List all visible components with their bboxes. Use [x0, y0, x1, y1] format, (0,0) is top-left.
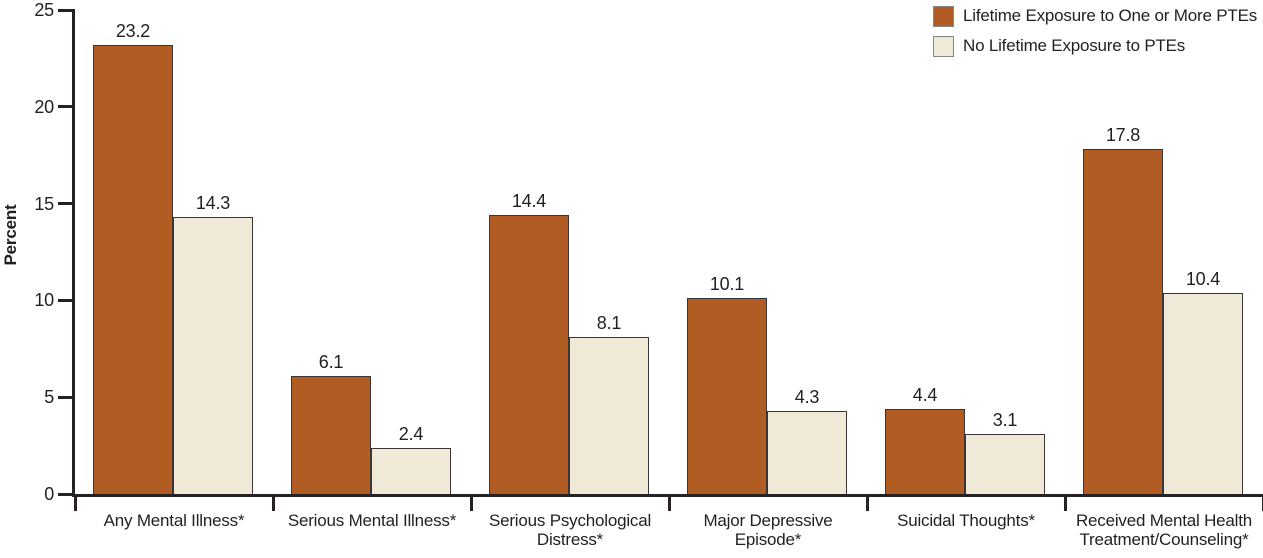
bar-value-label: 4.4: [912, 384, 938, 405]
y-tick: [58, 492, 75, 496]
x-tick: [1261, 494, 1263, 511]
x-tick: [73, 494, 77, 511]
bar: [291, 375, 371, 494]
bar: [1083, 149, 1163, 494]
bar-value-label: 17.8: [1105, 125, 1141, 146]
x-category-label: Received Mental Health Treatment/Counsel…: [1075, 511, 1253, 549]
bar: [885, 408, 965, 494]
x-category-label: Serious Psychological Distress*: [488, 511, 652, 549]
y-tick-label: 15: [34, 193, 54, 214]
y-tick-label: 5: [44, 387, 54, 408]
y-tick: [58, 298, 75, 302]
x-tick: [667, 494, 671, 511]
x-tick: [271, 494, 275, 511]
legend-swatch-lifetime-exposure: [933, 5, 954, 27]
bar-value-label: 23.2: [115, 20, 151, 41]
bar-value-label: 6.1: [318, 351, 344, 372]
y-tick-label: 0: [44, 484, 54, 504]
y-tick: [58, 395, 75, 399]
bar: [173, 217, 253, 494]
bar: [767, 410, 847, 494]
bar: [1163, 292, 1243, 494]
x-tick: [865, 494, 869, 511]
legend-label-no-exposure: No Lifetime Exposure to PTEs: [963, 36, 1186, 55]
bar: [93, 44, 173, 494]
y-tick-label: 10: [34, 290, 54, 311]
legend-item-no-exposure: No Lifetime Exposure to PTEs: [933, 35, 1257, 57]
y-axis-line: [72, 10, 75, 497]
bar-value-label: 14.4: [511, 191, 547, 212]
legend-swatch-no-exposure: [933, 35, 954, 57]
bar-value-label: 10.1: [709, 274, 745, 295]
x-category-label: Major Depressive Episode*: [703, 511, 833, 549]
bar: [569, 337, 649, 494]
y-tick-label: 20: [34, 96, 54, 117]
legend-label-lifetime-exposure: Lifetime Exposure to One or More PTEs: [963, 6, 1258, 25]
y-tick: [58, 8, 75, 12]
bar-value-label: 2.4: [398, 423, 424, 444]
bar-value-label: 14.3: [195, 193, 231, 214]
x-tick: [1063, 494, 1067, 511]
x-tick: [469, 494, 473, 511]
x-category-label: Any Mental Illness*: [103, 511, 245, 530]
bar: [371, 447, 451, 494]
bar: [489, 215, 569, 494]
x-category-label: Suicidal Thoughts*: [897, 511, 1035, 530]
legend-item-lifetime-exposure: Lifetime Exposure to One or More PTEs: [933, 5, 1257, 27]
bar: [687, 298, 767, 494]
x-category-label: Serious Mental Illness*: [287, 511, 457, 530]
y-tick: [58, 202, 75, 206]
y-tick: [58, 105, 75, 109]
bar-value-label: 10.4: [1185, 268, 1221, 289]
bar-value-label: 8.1: [596, 313, 622, 334]
bar: [965, 433, 1045, 494]
bar-value-label: 4.3: [794, 386, 820, 407]
bar-value-label: 3.1: [992, 409, 1018, 430]
legend: Lifetime Exposure to One or More PTEs No…: [933, 5, 1257, 57]
y-tick-label: 25: [34, 0, 54, 20]
